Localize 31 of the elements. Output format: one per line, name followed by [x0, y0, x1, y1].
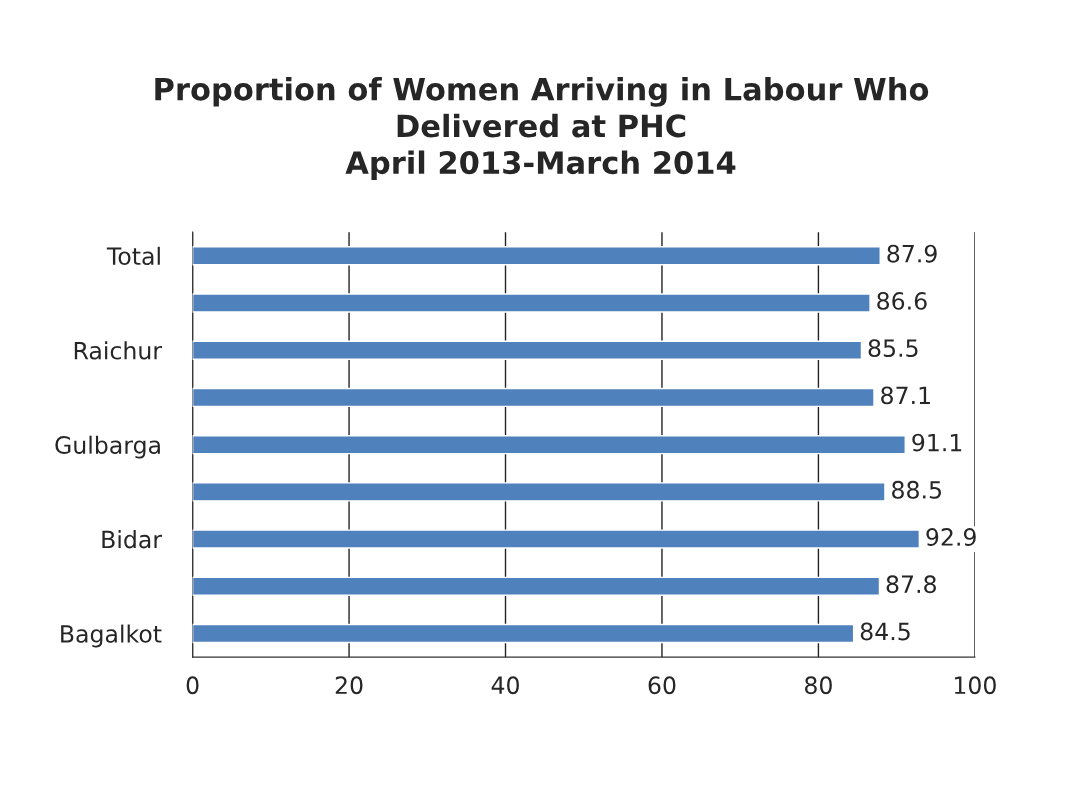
bar [192, 434, 906, 455]
x-tick-label: 20 [335, 676, 363, 695]
data-label: 85.5 [868, 339, 918, 358]
chart-title: Proportion of Women Arriving in Labour Who Delivered at PHC [155, 77, 929, 138]
data-label: 92.9 [926, 528, 976, 546]
y-tick-label: Bagalkot [61, 624, 162, 648]
data-label: 91.1 [912, 433, 962, 452]
bar [192, 293, 871, 313]
data-label: 88.5 [892, 480, 941, 499]
data-label: 86.6 [877, 291, 927, 310]
bar [192, 482, 886, 502]
chart-subtitle: April 2013-March 2014 [345, 150, 736, 181]
y-tick-label: Gulbarga [55, 435, 160, 459]
bar [192, 529, 921, 549]
x-tick-label: 80 [805, 676, 832, 695]
y-tick-label: Bidar [102, 530, 163, 549]
data-label: 84.5 [860, 622, 910, 641]
bar [192, 576, 881, 596]
x-tick-label: 0 [186, 676, 199, 695]
y-tick-label: Raichur [74, 341, 163, 360]
bar [192, 246, 881, 266]
bar [192, 340, 863, 360]
y-tick-label: Total [106, 246, 160, 266]
bar [192, 623, 855, 644]
x-tick-label: 60 [648, 676, 676, 695]
data-label: 87.1 [881, 386, 930, 405]
x-tick-label: 40 [491, 676, 519, 695]
data-label: 87.8 [886, 575, 936, 594]
x-tick-label: 100 [954, 676, 996, 695]
bar [192, 387, 875, 408]
data-label: 87.9 [887, 244, 937, 263]
